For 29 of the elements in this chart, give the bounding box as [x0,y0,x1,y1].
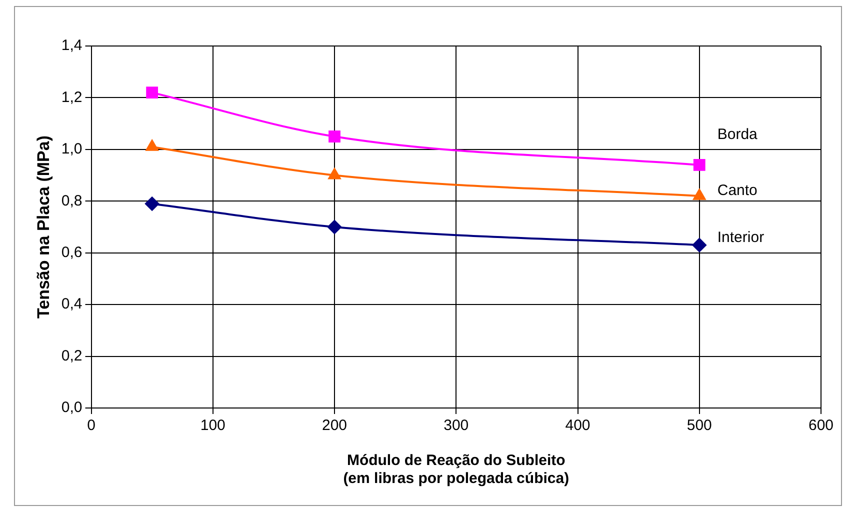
x-tick-label: 600 [808,417,834,434]
series-label: Borda [717,126,758,144]
x-tick-label: 500 [686,417,712,434]
x-tick-label: 300 [444,417,469,434]
point [328,130,340,142]
x-tick-label: 400 [565,417,590,434]
y-axis-title: Tensão na Placa (MPa) [34,136,53,318]
y-tick-label: 1,4 [61,37,82,54]
series-label: Canto [717,182,758,200]
x-tick-label: 0 [87,417,96,434]
point [328,168,341,180]
point [693,158,706,171]
x-tick-label: 200 [322,417,348,434]
series-label: Interior [717,229,764,246]
y-tick-label: 0,4 [61,296,82,313]
y-tick-label: 0,2 [61,347,82,364]
point [328,220,342,234]
point [692,238,706,252]
point [146,86,158,98]
y-tick-label: 1,2 [61,88,82,106]
x-tick-label: 100 [200,417,226,434]
point [146,140,158,151]
point [145,196,160,211]
y-tick-label: 0,0 [61,399,82,416]
y-tick-label: 0,8 [61,192,82,210]
y-tick-label: 0,6 [61,244,82,261]
y-tick-label: 1,0 [61,140,82,158]
point [693,188,706,200]
x-axis-title: Módulo de Reação do Subleito (em libras por polegada cúbica) [343,452,570,488]
